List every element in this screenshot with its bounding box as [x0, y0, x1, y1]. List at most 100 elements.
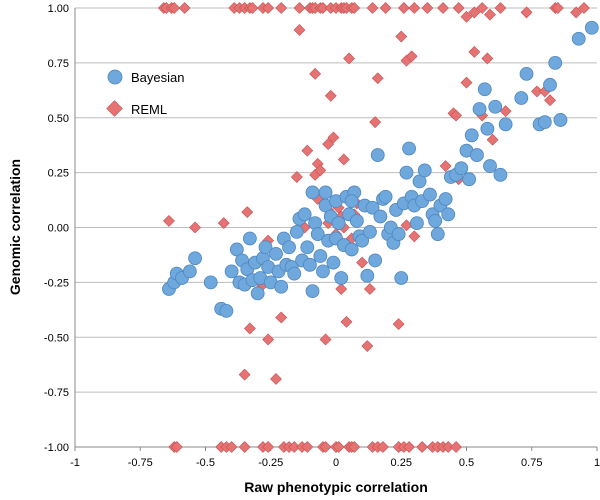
- reml-point: [499, 105, 512, 118]
- reml-point: [262, 333, 275, 346]
- reml-point: [486, 133, 499, 146]
- bayesian-point: [441, 207, 456, 222]
- reml-point: [450, 109, 462, 122]
- reml-point: [531, 85, 543, 98]
- bayesian-point: [368, 253, 383, 268]
- reml-point: [460, 76, 473, 89]
- legend-label-bayesian: Bayesian: [131, 70, 184, 85]
- reml-point: [314, 164, 327, 177]
- x-tick-labels: -1 -0.75 -0.5 -0.25 0 0.25 0.5 0.75 1: [70, 457, 600, 469]
- bayesian-point: [289, 224, 304, 239]
- bayesian-point: [305, 185, 320, 200]
- reml-point: [361, 340, 374, 352]
- reml-point: [275, 311, 288, 324]
- y-tick-label: 1.00: [48, 3, 69, 15]
- reml-point: [262, 441, 275, 453]
- bayesian-point: [297, 207, 312, 222]
- bayesian-point: [344, 242, 359, 257]
- bayesian-point: [344, 194, 359, 209]
- bayesian-point: [423, 187, 437, 202]
- bayesian-point: [477, 82, 492, 97]
- reml-point: [170, 441, 183, 453]
- reml-point: [243, 322, 256, 335]
- y-tick-label: 0.25: [48, 168, 69, 180]
- bayesian-point: [548, 55, 563, 70]
- reml-point: [343, 52, 355, 65]
- reml-point: [551, 2, 564, 14]
- reml-point: [301, 144, 314, 157]
- bayesian-point: [258, 240, 273, 255]
- reml-point: [168, 2, 181, 14]
- y-tick-label: 0.00: [48, 223, 69, 235]
- reml-point: [450, 441, 462, 453]
- reml-point: [335, 283, 348, 295]
- bayesian-point: [402, 141, 416, 156]
- bayesian-point: [365, 200, 380, 215]
- reml-point: [225, 441, 238, 453]
- reml-point: [290, 171, 303, 183]
- y-tick-label: -0.25: [44, 277, 69, 289]
- reml-point: [364, 283, 376, 295]
- reml-point: [189, 221, 201, 234]
- reml-point: [293, 24, 306, 36]
- reml-point: [262, 2, 275, 14]
- bayesian-point: [454, 161, 469, 176]
- reml-point: [452, 2, 465, 14]
- bayesian-point: [334, 271, 349, 285]
- reml-point: [397, 2, 410, 14]
- bayesian-point: [472, 102, 487, 116]
- bayesian-point: [428, 214, 443, 228]
- reml-point: [348, 2, 361, 14]
- reml-point: [442, 441, 455, 453]
- bayesian-point: [302, 257, 317, 272]
- bayesian-point: [417, 163, 432, 178]
- reml-point: [377, 441, 389, 453]
- reml-point: [332, 441, 345, 453]
- reml-point: [293, 2, 306, 14]
- reml-point: [468, 45, 481, 58]
- bayesian-point: [438, 192, 453, 206]
- reml-point: [319, 441, 332, 453]
- reml-point: [570, 6, 583, 19]
- reml-point: [421, 2, 434, 14]
- reml-point: [178, 2, 191, 14]
- reml-point: [337, 153, 350, 166]
- reml-point: [366, 2, 379, 14]
- reml-point: [578, 2, 590, 14]
- reml-point: [322, 138, 335, 151]
- bayesian-point: [287, 266, 302, 281]
- reml-point: [392, 318, 405, 331]
- y-tick-label: -0.75: [44, 387, 69, 399]
- reml-point: [395, 30, 408, 43]
- reml-point: [371, 72, 384, 85]
- x-tick-label: -1: [70, 457, 80, 469]
- reml-point: [439, 160, 452, 172]
- reml-point: [238, 368, 251, 381]
- reml-point: [494, 2, 507, 14]
- bayesian-point: [300, 240, 315, 255]
- reml-point: [340, 315, 353, 328]
- bayesian-point: [571, 31, 586, 46]
- bayesian-point: [584, 20, 599, 35]
- x-tick-label: 0: [333, 457, 339, 469]
- reml-point: [288, 441, 301, 453]
- reml-point: [460, 10, 473, 23]
- bayesian-point: [250, 286, 265, 301]
- reml-point: [408, 230, 421, 243]
- x-tick-label: 0.5: [459, 457, 474, 469]
- bayesian-point: [378, 189, 393, 204]
- x-tick-label: -0.25: [258, 457, 283, 469]
- bayesian-point: [543, 77, 557, 92]
- reml-point: [275, 2, 288, 14]
- bayesian-point: [242, 231, 257, 246]
- reml-point: [238, 441, 251, 453]
- bayesian-point: [464, 128, 479, 143]
- bayesian-point: [318, 185, 333, 200]
- reml-point: [408, 2, 421, 14]
- reml-point: [379, 2, 392, 14]
- legend: Bayesian REML: [106, 69, 184, 117]
- y-tick-label: 0.50: [48, 113, 69, 125]
- x-tick-label: 1: [594, 457, 600, 469]
- bayesian-point: [537, 115, 552, 130]
